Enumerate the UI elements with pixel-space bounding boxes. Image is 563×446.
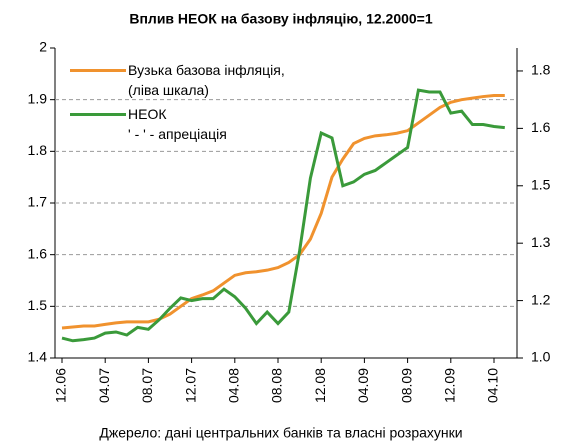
y2-tick-label: 1.8 [531, 62, 551, 78]
x-tick-label: 08.08 [269, 368, 285, 403]
legend-swatch [70, 113, 126, 116]
y-tick-label: 1.9 [28, 90, 48, 106]
x-tick-label: 08.09 [398, 368, 414, 403]
y-tick-label: 1.5 [28, 297, 48, 313]
x-tick-label: 08.07 [139, 368, 155, 403]
legend-swatch [70, 69, 126, 72]
chart-title: Вплив НЕОК на базову інфляцію, 12.2000=1 [129, 11, 432, 27]
source: Джерело: дані центральних банків та влас… [99, 425, 462, 441]
y2-tick-label: 1.3 [531, 234, 551, 250]
y-tick-label: 1.4 [28, 349, 48, 365]
x-tick-label: 04.09 [355, 368, 371, 403]
x-tick-label: 12.06 [53, 368, 69, 403]
y2-tick-label: 1.6 [531, 119, 551, 135]
legend-label: Вузька базова інфляція, (ліва шкала) [128, 62, 285, 98]
x-tick-label: 12.07 [182, 368, 198, 403]
series-line [61, 88, 505, 343]
x-tick-label: 04.07 [96, 368, 112, 403]
series-line [61, 94, 505, 330]
legend-label: НЕОК ' - ' - апреціація [128, 106, 227, 142]
y2-tick-label: 1.5 [531, 176, 551, 192]
x-tick-label: 04.10 [485, 368, 501, 403]
x-tick-label: 04.08 [226, 368, 242, 403]
x-tick-label: 12.09 [442, 368, 458, 403]
legend-item: Вузька базова інфляція, (ліва шкала) [70, 60, 285, 100]
legend-item: НЕОК ' - ' - апреціація [70, 104, 285, 144]
y-tick-label: 2 [39, 39, 47, 55]
y2-tick-label: 1.2 [531, 291, 551, 307]
legend: Вузька базова інфляція, (ліва шкала) НЕОК… [70, 60, 285, 148]
y-tick-label: 1.6 [28, 245, 48, 261]
x-tick-label: 12.08 [312, 368, 328, 403]
y-tick-label: 1.7 [28, 194, 48, 210]
y-tick-label: 1.8 [28, 142, 48, 158]
y2-tick-label: 1.0 [531, 349, 551, 365]
